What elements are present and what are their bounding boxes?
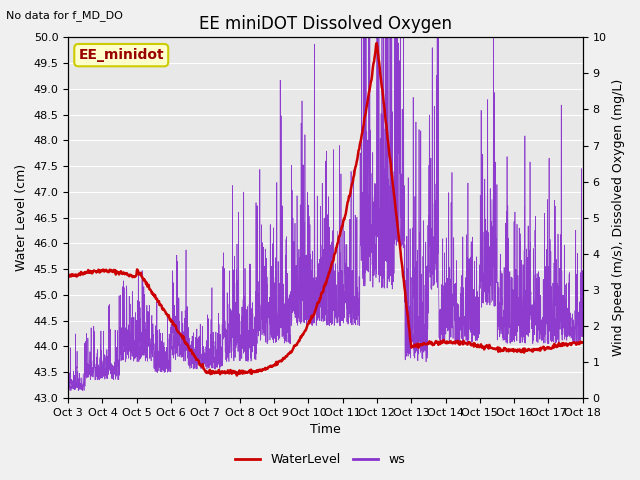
X-axis label: Time: Time — [310, 423, 341, 436]
Y-axis label: Wind Speed (m/s), Dissolved Oxygen (mg/L): Wind Speed (m/s), Dissolved Oxygen (mg/L… — [612, 79, 625, 356]
Text: EE_minidot: EE_minidot — [79, 48, 164, 62]
Title: EE miniDOT Dissolved Oxygen: EE miniDOT Dissolved Oxygen — [199, 15, 452, 33]
Text: No data for f_MD_DO: No data for f_MD_DO — [6, 10, 124, 21]
Y-axis label: Water Level (cm): Water Level (cm) — [15, 164, 28, 271]
Legend: WaterLevel, ws: WaterLevel, ws — [230, 448, 410, 471]
